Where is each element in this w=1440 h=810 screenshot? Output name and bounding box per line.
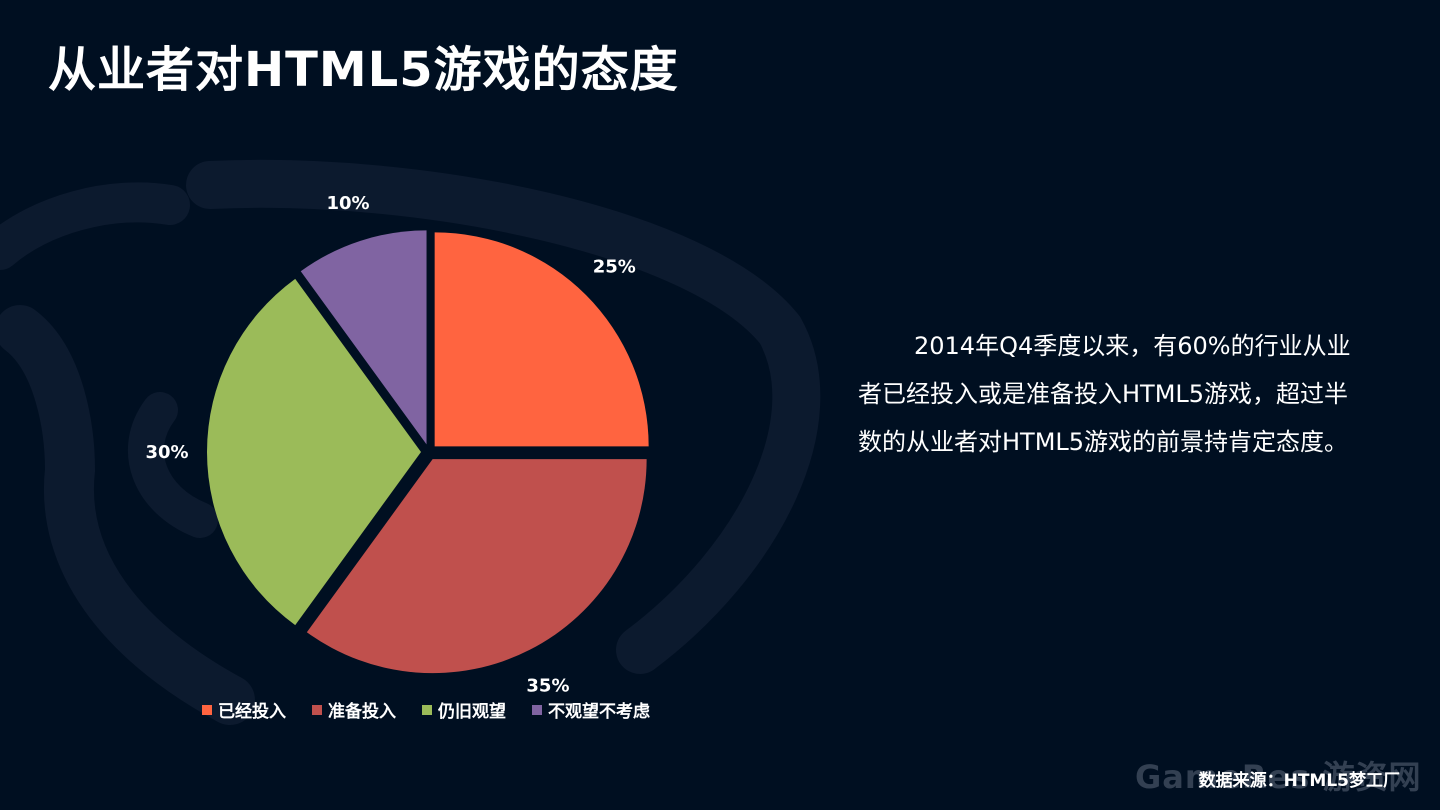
slice-label-1: 25% (593, 257, 636, 278)
pie-slice-3 (207, 278, 421, 626)
legend-label: 已经投入 (218, 702, 286, 722)
watermark: GameRes 游资网 (1135, 758, 1422, 796)
legend-label: 不观望不考虑 (548, 702, 650, 722)
slice-label-3: 30% (145, 442, 188, 463)
legend-item-4: 不观望不考虑 (532, 697, 650, 722)
pie-slice-4 (300, 230, 427, 445)
slice-label-4: 10% (326, 193, 369, 214)
slide-title: 从业者对HTML5游戏的态度 (48, 42, 679, 98)
pie-slice-2 (306, 459, 647, 674)
chart-legend: 已经投入 准备投入 仍旧观望 不观望不考虑 (202, 697, 650, 722)
legend-item-1: 已经投入 (202, 697, 286, 722)
legend-label: 准备投入 (328, 702, 396, 722)
legend-swatch-icon (202, 704, 212, 715)
legend-swatch-icon (532, 704, 542, 715)
data-source: 数据来源：HTML5梦工厂 (1198, 771, 1400, 791)
summary-text: 2014年Q4季度以来，有60%的行业从业者已经投入或是准备投入HTML5游戏，… (858, 332, 1351, 456)
legend-item-3: 仍旧观望 (422, 697, 506, 722)
pie-slice-1 (434, 232, 649, 447)
legend-swatch-icon (422, 704, 432, 715)
legend-label: 仍旧观望 (438, 702, 506, 722)
legend-swatch-icon (312, 704, 322, 715)
legend-item-2: 准备投入 (312, 697, 396, 722)
slice-label-2: 35% (526, 675, 569, 696)
